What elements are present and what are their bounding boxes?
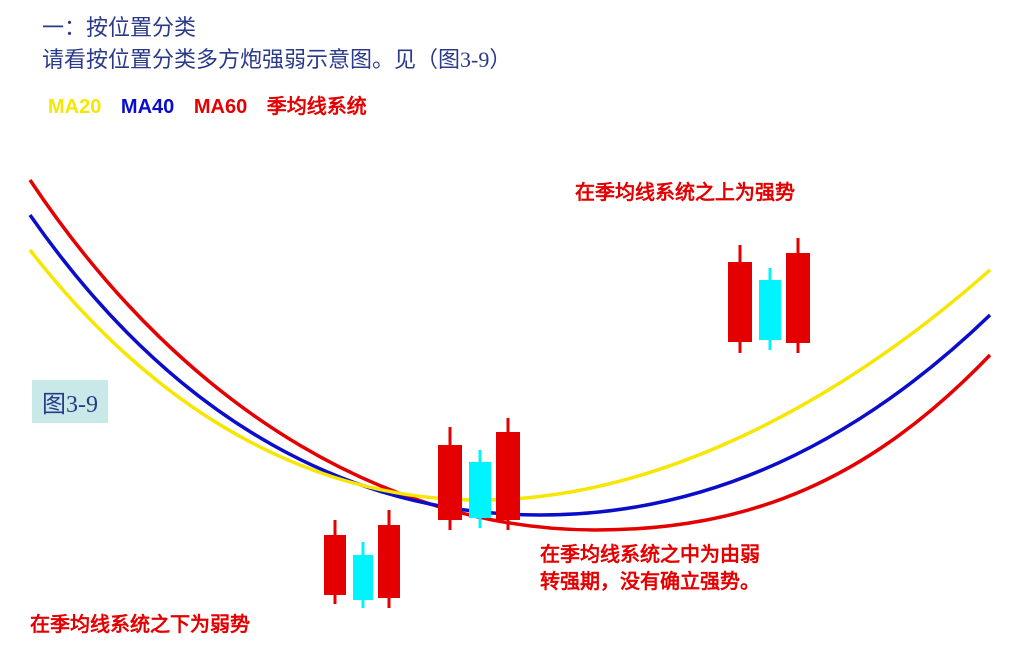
candle-body <box>469 462 491 518</box>
candle-body <box>378 525 400 598</box>
chart-svg <box>0 0 1011 651</box>
candle-body <box>786 253 810 343</box>
annot-above: 在季均线系统之上为强势 <box>575 180 795 207</box>
candle-body <box>438 445 462 520</box>
candle-body <box>496 432 520 520</box>
candle-body <box>353 555 373 600</box>
annot-below: 在季均线系统之下为弱势 <box>30 612 250 639</box>
candle-body <box>324 535 346 595</box>
annot-middle-line2: 转强期，没有确立强势。 <box>540 569 760 596</box>
annot-middle-line1: 在季均线系统之中为由弱 <box>540 542 760 569</box>
annot-middle: 在季均线系统之中为由弱 转强期，没有确立强势。 <box>540 542 760 596</box>
candle-body <box>759 280 781 340</box>
candle-body <box>728 262 752 342</box>
